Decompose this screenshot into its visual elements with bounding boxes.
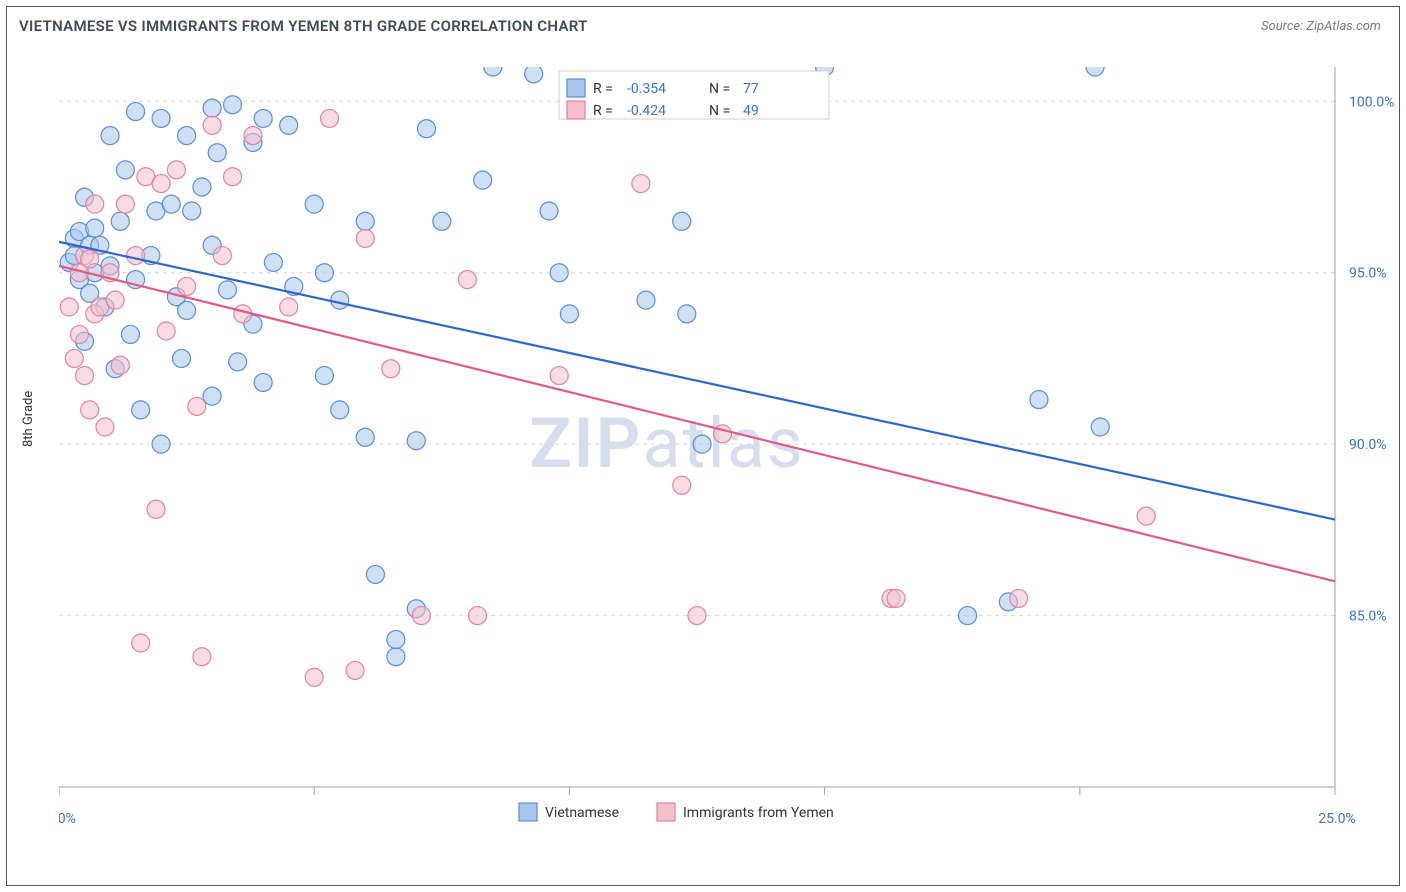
svg-text:25.0%: 25.0% xyxy=(1318,811,1356,827)
svg-text:77: 77 xyxy=(743,81,759,97)
svg-text:Vietnamese: Vietnamese xyxy=(545,805,619,821)
svg-text:Immigrants from Yemen: Immigrants from Yemen xyxy=(683,805,834,821)
chart-svg: 85.0%90.0%95.0%100.0%0.0%25.0%ZIPatlasR … xyxy=(59,67,1395,867)
svg-text:R =: R = xyxy=(593,103,613,119)
svg-text:-0.424: -0.424 xyxy=(627,103,666,119)
y-axis-label: 8th Grade xyxy=(21,391,36,447)
svg-text:0.0%: 0.0% xyxy=(59,811,76,827)
svg-text:R =: R = xyxy=(593,81,613,97)
plot-area: 85.0%90.0%95.0%100.0%0.0%25.0%ZIPatlasR … xyxy=(59,67,1395,827)
chart-frame: VIETNAMESE VS IMMIGRANTS FROM YEMEN 8TH … xyxy=(6,6,1400,886)
chart-title: VIETNAMESE VS IMMIGRANTS FROM YEMEN 8TH … xyxy=(19,17,588,35)
svg-text:N =: N = xyxy=(709,81,730,97)
svg-text:-0.354: -0.354 xyxy=(627,81,666,97)
svg-text:85.0%: 85.0% xyxy=(1349,609,1387,625)
chart-header: VIETNAMESE VS IMMIGRANTS FROM YEMEN 8TH … xyxy=(7,7,1399,41)
svg-text:95.0%: 95.0% xyxy=(1349,266,1387,282)
svg-text:100.0%: 100.0% xyxy=(1349,94,1394,110)
svg-text:90.0%: 90.0% xyxy=(1349,437,1387,453)
chart-source: Source: ZipAtlas.com xyxy=(1261,19,1381,34)
svg-text:49: 49 xyxy=(743,103,759,119)
svg-text:N =: N = xyxy=(709,103,730,119)
